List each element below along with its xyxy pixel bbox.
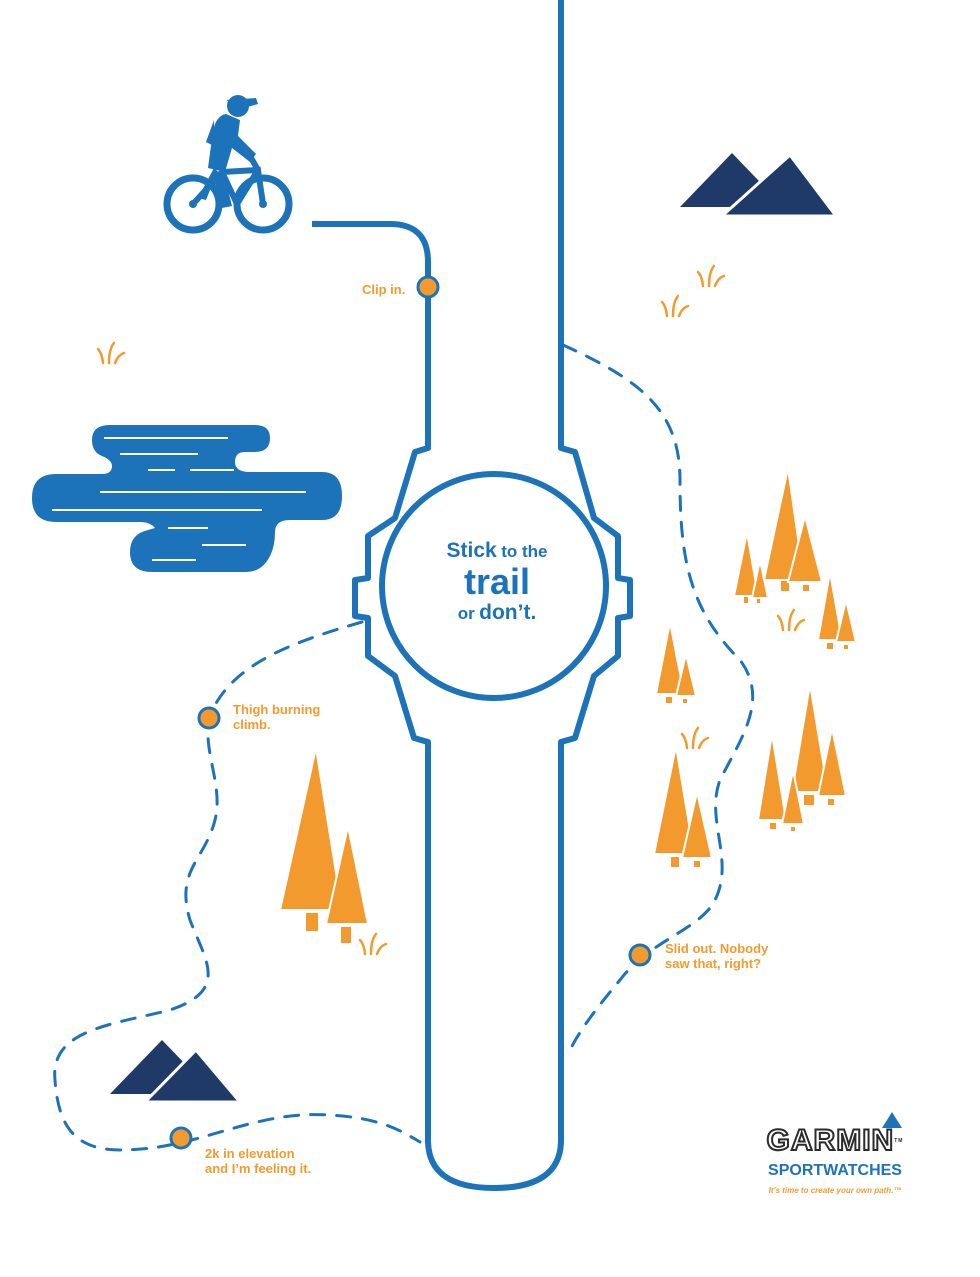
tree-icon — [780, 769, 806, 825]
garmin-logo: GARMINTM — [740, 1123, 930, 1158]
garmin-brand: GARMINTM SPORTWATCHES It’s time to creat… — [740, 1110, 930, 1195]
tree-icon — [816, 727, 848, 797]
grass-icon — [696, 264, 726, 288]
tree-group-right-top — [732, 467, 858, 651]
cyclist-icon — [163, 95, 293, 234]
tree-icon — [278, 747, 344, 911]
headline: Stick to the trail or don’t. — [392, 539, 602, 624]
tree-icon — [786, 515, 824, 583]
watch-outline — [312, 0, 633, 1191]
headline-trail: trail — [463, 561, 531, 603]
headline-to-the: to the — [501, 542, 548, 561]
watch-top-strap — [312, 0, 633, 1191]
tree-icon — [680, 791, 714, 859]
waypoint-dots — [169, 275, 652, 1150]
waypoint-dot-elevation — [169, 1126, 193, 1150]
tree-icon — [674, 653, 698, 697]
mountain-icon — [680, 152, 840, 218]
lake-icon — [32, 425, 342, 572]
tree-icon — [324, 825, 370, 925]
grass-group — [96, 264, 806, 956]
brand-tagline: It’s time to create your own path.™ — [768, 1186, 902, 1195]
grass-icon — [358, 932, 388, 956]
brand-subtitle: SPORTWATCHES — [768, 1162, 902, 1179]
tree-group-right-mid — [652, 621, 848, 869]
tree-icon — [654, 621, 686, 695]
waypoint-label-elevation: 2k in elevation and I’m feeling it. — [205, 1146, 312, 1176]
waypoint-label-slid-out: Slid out. Nobody saw that, right? — [665, 941, 769, 971]
grass-icon — [776, 608, 806, 632]
tree-icon — [834, 599, 858, 643]
tree-group-left — [278, 747, 370, 945]
grass-icon — [96, 341, 126, 365]
grass-icon — [680, 726, 710, 750]
tree-icon — [790, 683, 830, 793]
headline-dont: don’t. — [479, 600, 537, 624]
tree-icon — [756, 733, 788, 821]
grass-icon — [660, 294, 690, 318]
waypoint-label-climb: Thigh burning climb. — [233, 702, 321, 732]
mountain-icon — [110, 1040, 244, 1104]
waypoint-label-clip-in: Clip in. — [362, 282, 406, 297]
garmin-logo-text: GARMIN — [766, 1123, 895, 1158]
trail-left — [53, 620, 422, 1152]
tree-icon — [816, 571, 844, 641]
watch-face — [379, 471, 609, 701]
waypoint-dot-slid-out — [628, 943, 652, 967]
waypoint-dot-clip-in — [416, 275, 440, 299]
headline-or: or — [457, 603, 475, 623]
garmin-delta-icon — [882, 1112, 902, 1128]
headline-stick: Stick — [446, 539, 497, 562]
waypoint-dot-climb — [197, 706, 221, 730]
tree-icon — [652, 745, 696, 855]
garmin-logo-tm: TM — [894, 1138, 904, 1144]
